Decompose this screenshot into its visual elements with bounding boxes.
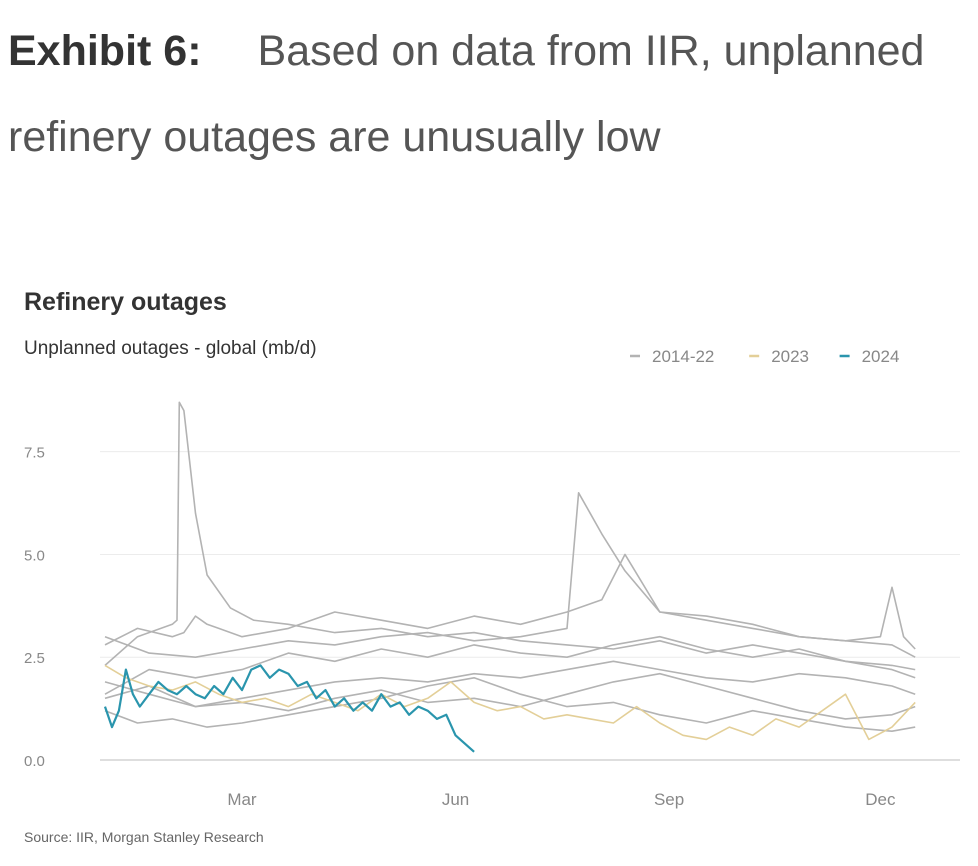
chart-series <box>103 401 916 753</box>
series-line-2014-22 <box>104 660 916 708</box>
legend-label: 2024 <box>862 347 900 366</box>
x-tick-label: Mar <box>227 790 257 809</box>
series-line-2014-22 <box>104 492 916 659</box>
chart-legend: 2014-22 2023 2024 <box>630 347 899 366</box>
x-tick-label: Jun <box>442 790 469 809</box>
y-axis: 0.0 2.5 5.0 7.5 <box>24 445 45 770</box>
exhibit-heading: Exhibit 6: Based on data from IIR, unplan… <box>8 8 968 180</box>
y-tick-label: 5.0 <box>24 547 45 564</box>
x-tick-label: Sep <box>654 790 684 809</box>
series-line-2024 <box>103 664 475 753</box>
series-line-2023 <box>104 664 916 741</box>
series-line-2014-22 <box>104 676 916 733</box>
series-line-2014-22 <box>104 635 916 695</box>
refinery-outages-chart: Refinery outages Unplanned outages - glo… <box>24 288 960 845</box>
chart-subtitle: Unplanned outages - global (mb/d) <box>24 338 317 359</box>
legend-label: 2023 <box>771 347 809 366</box>
x-axis: Mar Jun Sep Dec <box>227 790 896 809</box>
legend-label: 2014-22 <box>652 347 714 366</box>
chart-title: Refinery outages <box>24 288 227 316</box>
y-tick-label: 7.5 <box>24 445 45 462</box>
chart-source: Source: IIR, Morgan Stanley Research <box>24 829 264 845</box>
exhibit-caption: Based on data from IIR, unplanned refine… <box>8 27 925 161</box>
y-tick-label: 0.0 <box>24 753 45 770</box>
series-line-2014-22 <box>104 401 916 671</box>
x-tick-label: Dec <box>865 790 896 809</box>
y-tick-label: 2.5 <box>24 650 45 667</box>
exhibit-label: Exhibit 6: <box>8 27 202 75</box>
chart-grid <box>100 451 960 761</box>
